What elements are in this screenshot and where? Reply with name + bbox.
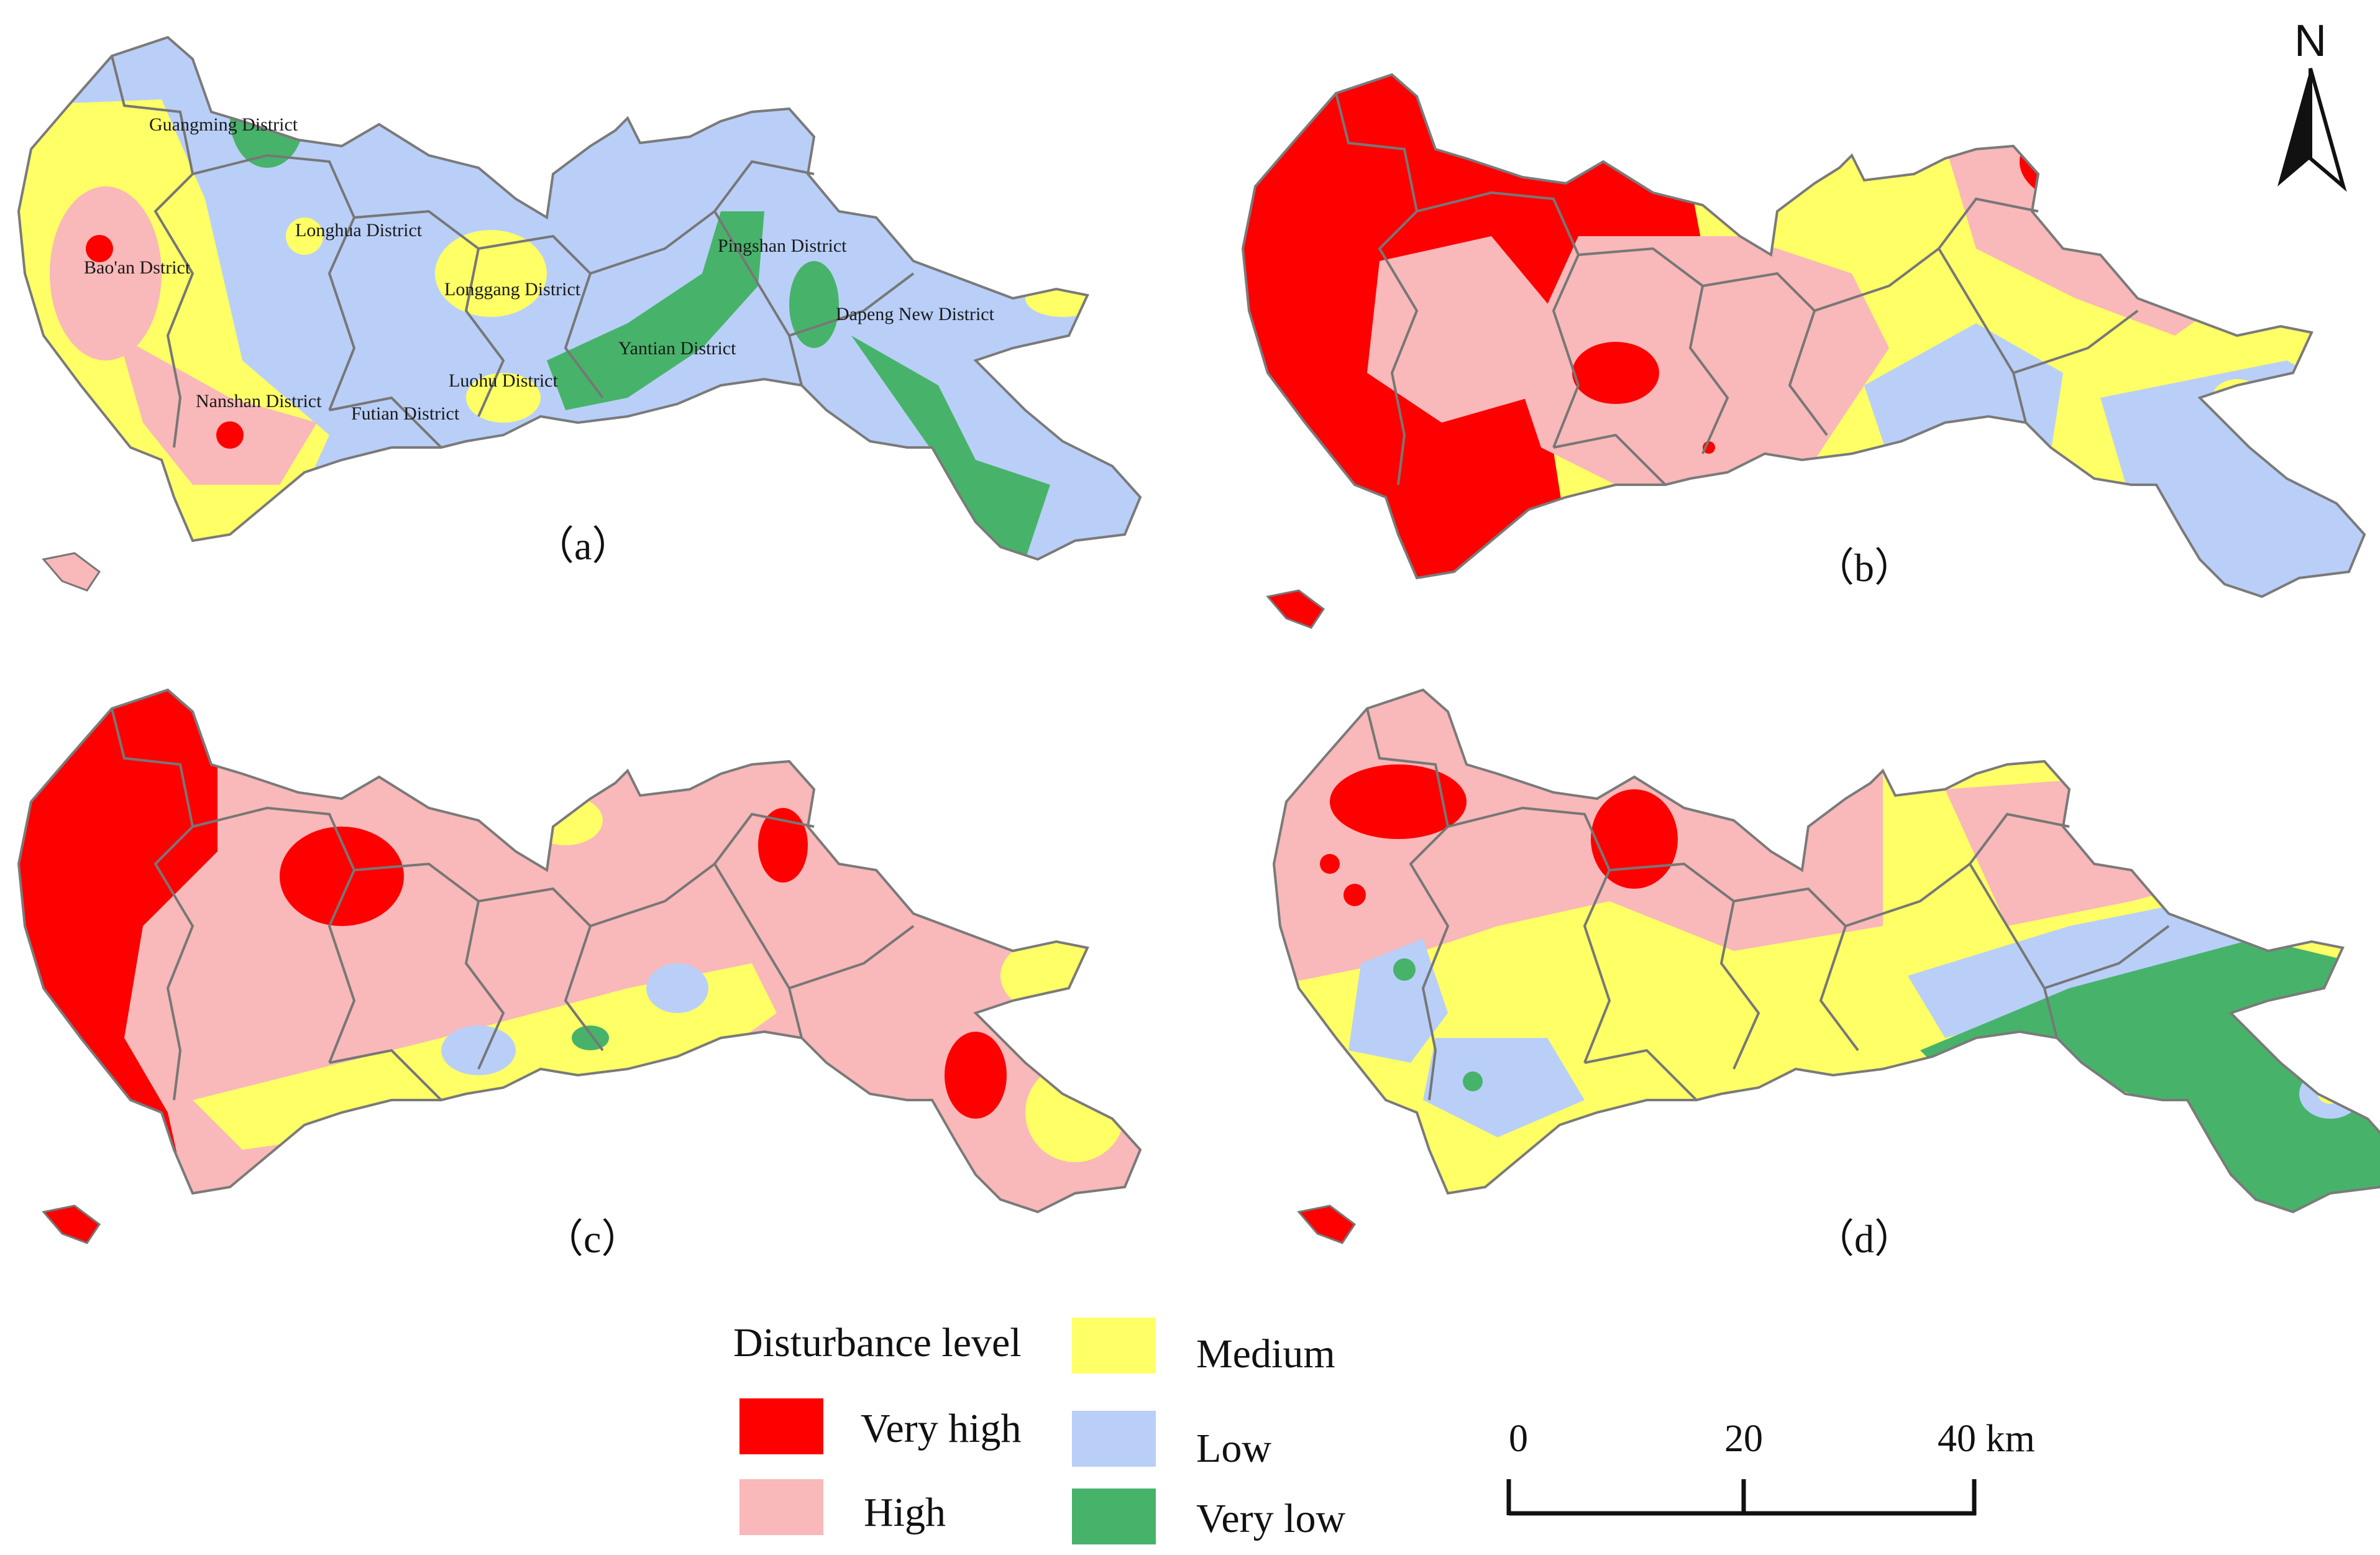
legend-title: Disturbance level xyxy=(733,1320,1022,1365)
north-label: N xyxy=(2294,16,2327,66)
district-label-yantian: Yantian District xyxy=(618,338,736,359)
very-low-swatch xyxy=(1072,1488,1156,1544)
map-panel-b xyxy=(1230,50,2380,629)
scale-bar: 0 20 40 km xyxy=(1506,1418,2035,1516)
legend-label-very-low: Very low xyxy=(1196,1496,1345,1541)
district-label-pingshan: Pingshan District xyxy=(718,236,847,256)
district-label-nanshan: Nanshan District xyxy=(196,391,322,411)
scale-tick-40: 40 km xyxy=(1938,1418,2035,1460)
district-label-longgang: Longgang District xyxy=(444,279,581,300)
scale-tick-20: 20 xyxy=(1724,1418,1763,1460)
low-swatch xyxy=(1072,1411,1156,1467)
district-label-longhua: Longhua District xyxy=(295,220,423,241)
legend: Disturbance level Very high High Medium … xyxy=(733,1318,1345,1544)
legend-label-medium: Medium xyxy=(1196,1331,1335,1377)
district-label-luohu: Luohu District xyxy=(449,370,558,391)
panel-label-c: （c） xyxy=(544,1217,641,1261)
scale-tick-0: 0 xyxy=(1509,1418,1528,1460)
medium-swatch xyxy=(1072,1318,1156,1374)
district-label-baoan: Bao'an Dstrict xyxy=(84,257,191,278)
district-label-guangming: Guangming District xyxy=(149,114,298,135)
legend-label-very-high: Very high xyxy=(861,1406,1021,1451)
panel-label-d: （d） xyxy=(1815,1217,1914,1261)
north-arrow-icon: N xyxy=(2277,16,2347,192)
map-panel-d xyxy=(1261,665,2380,1244)
panel-label-a: （a） xyxy=(534,524,631,568)
district-label-futian: Futian District xyxy=(351,403,460,424)
very-high-swatch xyxy=(739,1398,823,1454)
legend-label-low: Low xyxy=(1196,1426,1271,1471)
legend-label-high: High xyxy=(864,1490,946,1535)
map-panel-a: Guangming District Longhua District Bao'… xyxy=(6,12,1156,592)
district-label-dapeng: Dapeng New District xyxy=(836,304,995,324)
panel-label-b: （b） xyxy=(1815,546,1914,590)
map-panel-c xyxy=(6,665,1156,1244)
high-swatch xyxy=(739,1479,823,1535)
